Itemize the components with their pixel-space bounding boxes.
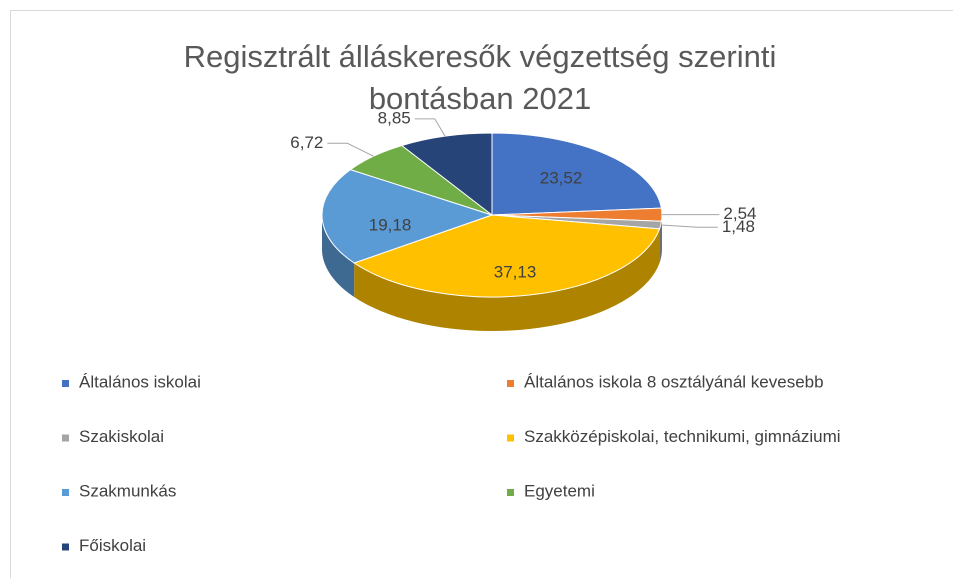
legend-swatch: [507, 380, 514, 387]
legend-label: Szakmunkás: [79, 481, 176, 500]
data-label: 37,13: [494, 262, 537, 281]
pie-slice-side: [322, 215, 355, 298]
data-label: 6,72: [290, 133, 323, 152]
data-label: 19,18: [369, 215, 412, 234]
legend-label: Szakiskolai: [79, 427, 164, 446]
legend-swatch: [62, 489, 69, 496]
legend-swatch: [62, 543, 69, 551]
legend-label: Főiskolai: [79, 536, 146, 555]
data-label: 23,52: [540, 168, 583, 187]
data-label: 1,48: [722, 217, 755, 236]
pie-slice: [491, 132, 662, 216]
leader-line: [414, 118, 446, 137]
pie-slice-side: [354, 228, 660, 331]
legend-swatch: [507, 489, 514, 496]
pie-slice: [353, 214, 661, 298]
legend-swatch: [62, 434, 69, 442]
leader-line: [660, 224, 718, 228]
legend-swatch: [507, 434, 514, 442]
legend-label: Általános iskolai: [79, 372, 201, 391]
data-label: 2,54: [723, 204, 756, 223]
pie-slice: [400, 132, 493, 217]
chart-border: [10, 10, 953, 578]
legend-label: Szakközépiskolai, technikumi, gimnáziumi: [524, 427, 841, 446]
data-label: 8,85: [378, 108, 411, 127]
chart-title: Regisztrált álláskeresők végzettség szer…: [183, 39, 777, 116]
leader-line: [327, 142, 374, 157]
legend-label: Általános iskola 8 osztályánál kevesebb: [524, 372, 824, 391]
pie-slice-side: [659, 221, 662, 263]
legend-swatch: [62, 380, 69, 387]
legend-label: Egyetemi: [524, 481, 595, 500]
pie-slice: [321, 169, 494, 264]
